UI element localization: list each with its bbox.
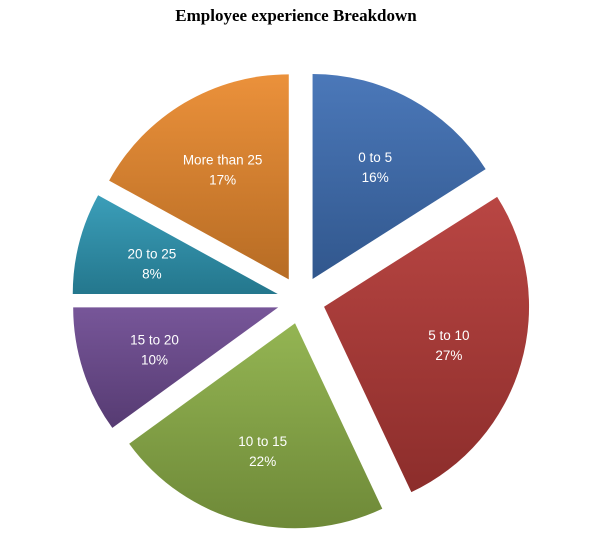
slice-label-5-to-10: 5 to 10 <box>428 328 469 343</box>
slice-percent-20-to-25: 8% <box>142 267 162 282</box>
slice-percent-more-than-25: 17% <box>209 172 236 187</box>
pie-slice-more-than-25 <box>109 74 289 280</box>
pie-slice-20-to-25 <box>72 195 278 295</box>
slice-label-0-to-5: 0 to 5 <box>358 150 392 165</box>
pie-slice-0-to-5 <box>312 73 486 279</box>
pie-slice-15-to-20 <box>73 307 279 428</box>
slice-label-20-to-25: 20 to 25 <box>127 247 176 262</box>
slice-label-more-than-25: More than 25 <box>183 152 263 167</box>
slice-percent-5-to-10: 27% <box>435 348 462 363</box>
chart-title: Employee experience Breakdown <box>175 6 417 25</box>
slice-label-10-to-15: 10 to 15 <box>238 434 287 449</box>
pie-slice-10-to-15 <box>129 323 383 529</box>
slice-percent-10-to-15: 22% <box>249 454 276 469</box>
slice-percent-15-to-20: 10% <box>141 353 168 368</box>
slice-percent-0-to-5: 16% <box>362 170 389 185</box>
slice-label-15-to-20: 15 to 20 <box>130 333 179 348</box>
pie-slice-5-to-10 <box>324 196 530 493</box>
